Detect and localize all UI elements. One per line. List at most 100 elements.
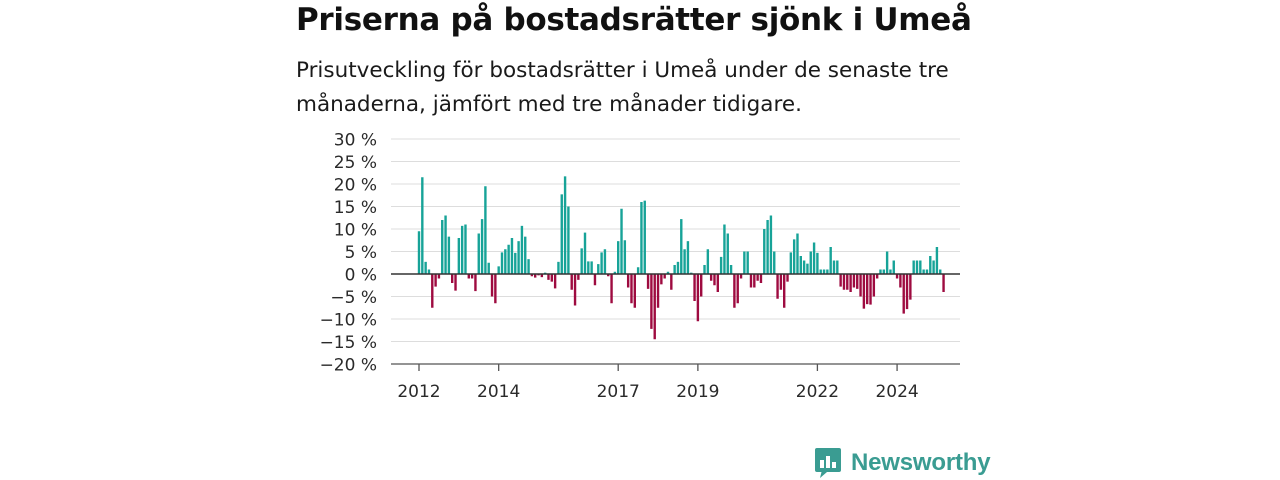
bar-positive (457, 238, 461, 274)
bar-positive (603, 249, 607, 274)
bar-positive (680, 219, 683, 274)
bar-positive (567, 206, 570, 274)
y-axis-tick-labels: 30 %25 % 20 %15 % 10 %5 % 0 %−5 % −10 %−15 %… (320, 131, 377, 376)
bar-negative (909, 274, 912, 300)
bar-negative (670, 274, 673, 290)
bar-negative (610, 274, 613, 304)
bar-negative (859, 274, 862, 297)
bar-positive (636, 267, 640, 274)
bar-negative (534, 274, 537, 278)
bar-positive (819, 269, 822, 274)
bar-positive (600, 252, 603, 274)
chart-subtitle: Prisutveckling för bostadsrätter i Umeå … (296, 58, 949, 117)
bar-negative (902, 274, 905, 314)
bar-positive (464, 224, 467, 274)
bar-negative (700, 274, 703, 297)
bar-negative (869, 274, 872, 305)
bar-positive (816, 252, 819, 274)
bar-negative (540, 274, 544, 278)
bar-negative (547, 274, 550, 280)
bar-positive (829, 247, 832, 274)
bar-positive (504, 249, 507, 274)
x-tick-label: 2017 (597, 382, 640, 402)
bar-positive (719, 256, 723, 274)
y-tick-label: 10 % (334, 221, 377, 241)
annotations: −4 % (935, 0, 982, 5)
bar-positive (666, 271, 670, 274)
bar-negative (434, 274, 437, 287)
bar-negative (660, 274, 663, 285)
bar-positive (500, 252, 504, 274)
bar-positive (560, 194, 563, 274)
y-tick-label: −5 % (330, 288, 377, 308)
bar-positive (796, 233, 799, 274)
bar-negative (633, 274, 636, 308)
bar-positive (929, 256, 932, 274)
bar-positive (746, 251, 749, 274)
x-tick-label: 2014 (477, 382, 520, 402)
bar-positive (441, 220, 444, 274)
bar-positive (686, 241, 690, 274)
bar-negative (852, 274, 856, 288)
bar-negative (570, 274, 573, 290)
bar-negative (749, 274, 753, 288)
bar-positive (822, 269, 826, 274)
bar-negative (905, 274, 909, 310)
bar-negative (467, 274, 470, 279)
bar-negative (899, 274, 902, 288)
bar-positive (507, 244, 510, 274)
bar-positive (932, 260, 935, 274)
bar-negative (733, 274, 736, 308)
bar-negative (779, 274, 783, 290)
bar-positive (583, 232, 587, 274)
bar-positive (597, 264, 600, 274)
bar-positive (769, 215, 773, 274)
bars (417, 176, 945, 340)
bar-positive (477, 233, 480, 274)
bar-negative (842, 274, 846, 290)
y-tick-label: 20 % (334, 176, 377, 196)
bar-positive (510, 238, 514, 274)
y-tick-label: −10 % (320, 311, 377, 331)
bar-positive (939, 269, 942, 274)
bar-negative (663, 274, 666, 279)
y-tick-label: 5 % (345, 243, 377, 263)
bar-positive (673, 265, 676, 274)
bar-positive (743, 251, 746, 274)
bar-positive (836, 260, 839, 274)
bar-negative (776, 274, 779, 299)
bar-positive (683, 249, 686, 274)
bar-negative (716, 274, 719, 292)
bar-negative (753, 274, 756, 288)
bar-positive (925, 269, 929, 274)
bar-positive (935, 247, 939, 274)
bar-positive (480, 219, 484, 274)
bar-positive (773, 251, 776, 274)
x-axis-tick-labels: 2012 2014 2017 2019 2022 2024 (397, 382, 918, 402)
bar-positive (879, 269, 882, 274)
newsworthy-chart-bubble-icon (815, 448, 841, 478)
bar-positive (766, 220, 769, 274)
bar-negative (626, 274, 630, 288)
bar-negative (709, 274, 713, 281)
bar-positive (832, 260, 836, 274)
bar-positive (789, 252, 793, 274)
bar-positive (520, 225, 524, 274)
bar-negative (593, 274, 597, 286)
bar-negative (839, 274, 842, 287)
y-tick-label: 25 % (334, 153, 377, 173)
bar-positive (726, 233, 729, 274)
bar-positive (514, 252, 517, 274)
bar-positive (421, 177, 424, 274)
bar-negative (656, 274, 660, 308)
bar-positive (792, 239, 796, 274)
bar-negative (786, 274, 789, 282)
brand-name: Newsworthy (851, 449, 991, 476)
bar-positive (643, 200, 646, 274)
x-tick-label: 2019 (676, 382, 719, 402)
bar-negative (494, 274, 497, 304)
bar-positive (620, 208, 623, 274)
bar-negative (739, 274, 743, 279)
bar-negative (759, 274, 763, 283)
